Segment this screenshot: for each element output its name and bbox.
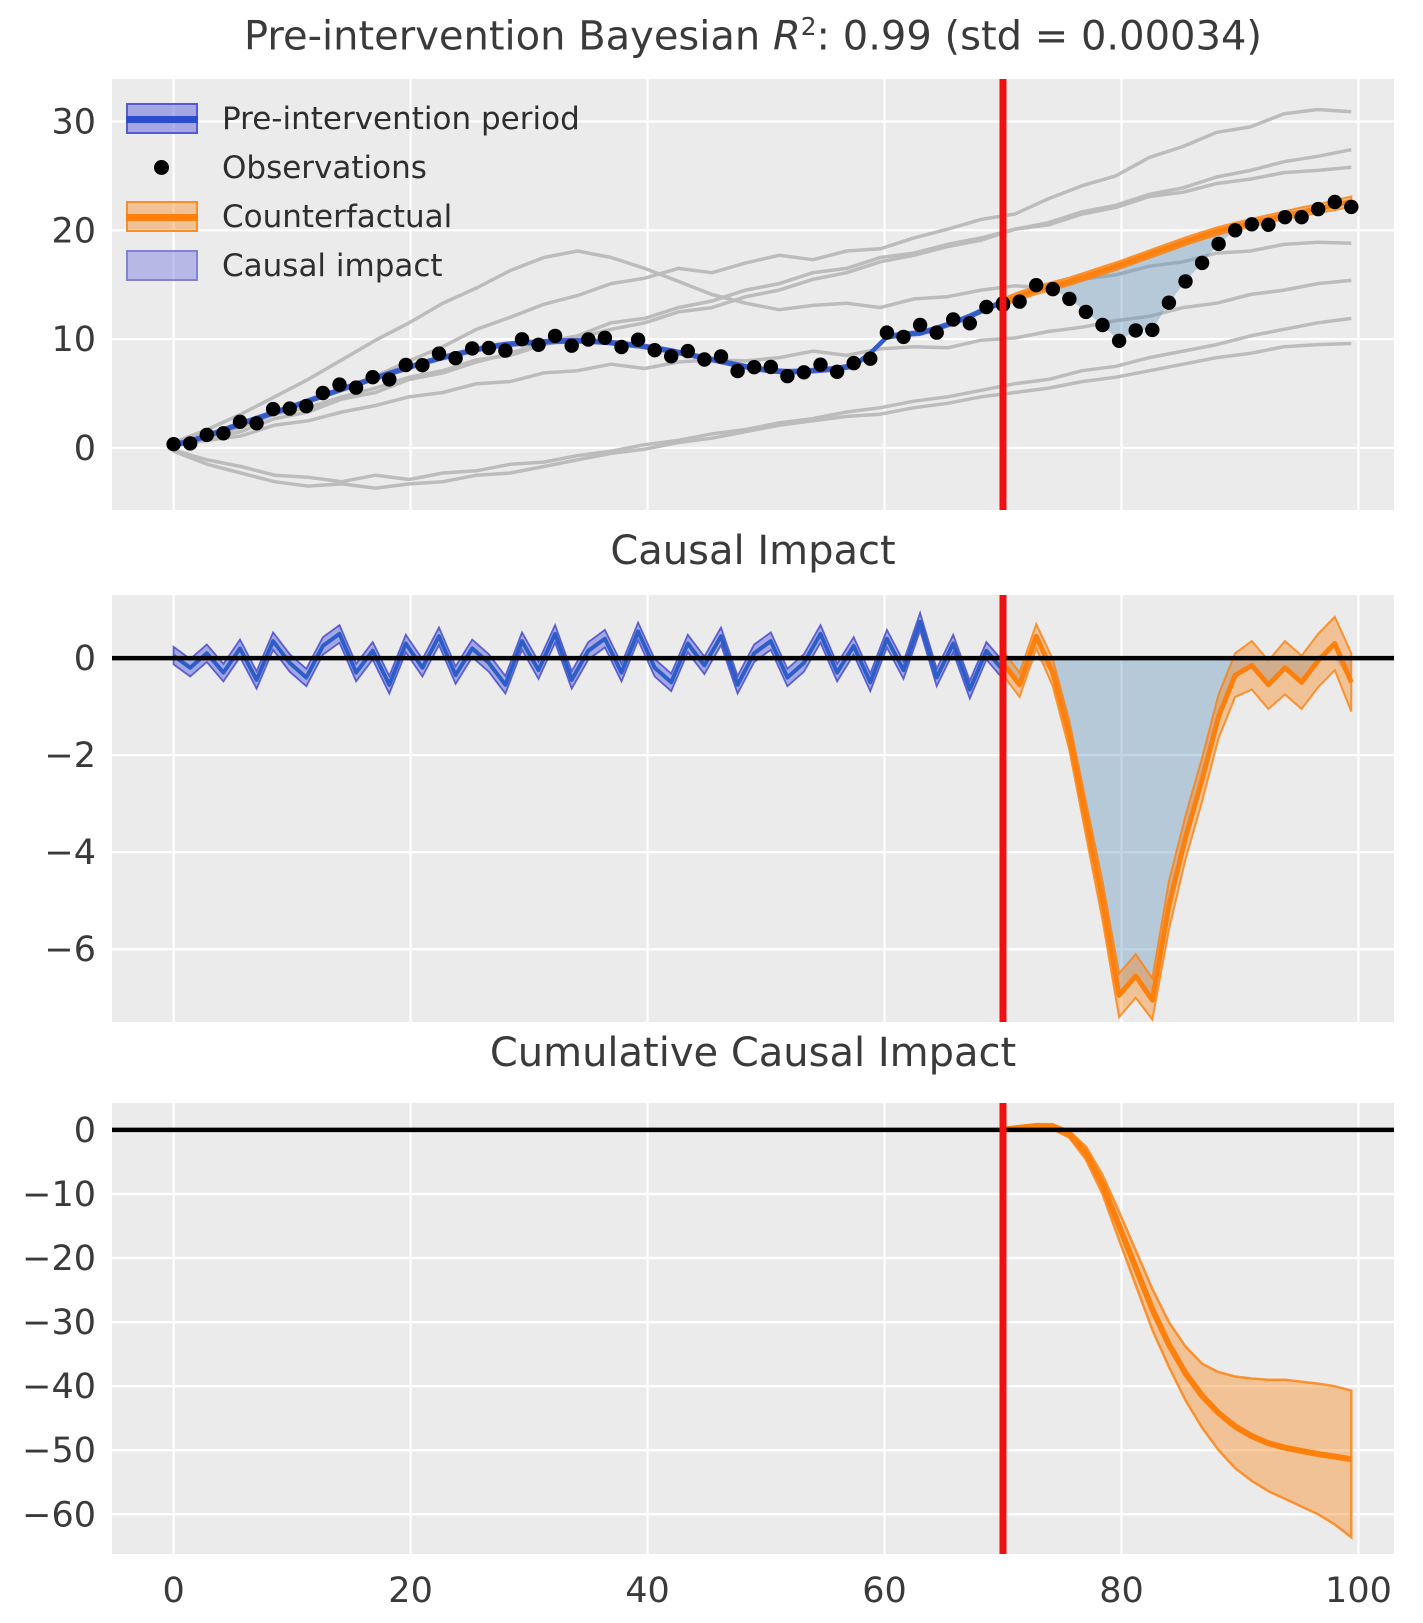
gridlines [112, 79, 1394, 510]
svg-text:10: 10 [51, 320, 96, 360]
y-tick-labels: 0 10 20 30 [51, 102, 96, 469]
observation-dot-swatch-icon [126, 152, 198, 183]
top-title-suffix: : 0.99 (std = 0.00034) [816, 13, 1262, 60]
middle-plot-title: Causal Impact [610, 528, 896, 574]
legend-item-causal-impact: Causal impact [126, 241, 580, 290]
legend-item-pre-intervention: Pre-intervention period [126, 94, 580, 143]
causal-impact-fill [1003, 201, 1352, 341]
causal-impact-patch-swatch-icon [126, 250, 198, 281]
middle-plot: 0 −2 −4 −6 [44, 595, 1394, 1023]
svg-text:−20: −20 [22, 1239, 96, 1279]
top-title-superscript: 2 [800, 12, 817, 41]
post-impact-line [1001, 633, 1354, 1003]
legend-label: Observations [222, 149, 427, 186]
bottom-plot: 0 −10 −20 −30 −40 −50 −60 0 20 40 60 80 100 [22, 1103, 1394, 1611]
svg-text:100: 100 [1325, 1571, 1392, 1611]
svg-text:80: 80 [1099, 1571, 1144, 1611]
top-title-r-variable: R [772, 13, 801, 60]
svg-text:20: 20 [388, 1571, 433, 1611]
legend-item-counterfactual: Counterfactual [126, 192, 580, 241]
svg-text:60: 60 [862, 1571, 907, 1611]
causal-impact-fill [1003, 658, 1352, 1001]
y-tick-labels: 0 −2 −4 −6 [44, 639, 96, 970]
legend-label: Counterfactual [222, 198, 453, 235]
top-plot: 0 10 20 30 [51, 79, 1394, 510]
top-plot-title: Pre-intervention Bayesian R2: 0.99 (std … [112, 12, 1394, 59]
svg-text:30: 30 [51, 102, 96, 142]
control-unit-line [172, 341, 1352, 490]
svg-text:−10: −10 [22, 1175, 96, 1215]
svg-text:−40: −40 [22, 1367, 96, 1407]
svg-text:20: 20 [51, 211, 96, 251]
legend-label: Causal impact [222, 247, 443, 284]
control-unit-line [173, 165, 1352, 447]
counterfactual-band-swatch-icon [126, 201, 198, 232]
svg-text:40: 40 [625, 1571, 670, 1611]
control-unit-line [173, 278, 1352, 448]
control-unit-line [172, 240, 1352, 445]
x-tick-labels: 0 20 40 60 80 100 [162, 1571, 1391, 1611]
svg-text:−50: −50 [22, 1431, 96, 1471]
svg-text:−30: −30 [22, 1303, 96, 1343]
svg-text:0: 0 [162, 1571, 184, 1611]
svg-text:0: 0 [74, 1111, 96, 1151]
y-tick-labels: 0 −10 −20 −30 −40 −50 −60 [22, 1111, 96, 1535]
control-unit-line [173, 147, 1352, 448]
legend-label: Pre-intervention period [222, 100, 580, 137]
control-unit-line [173, 316, 1352, 484]
svg-text:−60: −60 [22, 1495, 96, 1535]
svg-text:−2: −2 [44, 736, 96, 776]
svg-text:0: 0 [74, 429, 96, 469]
legend: Pre-intervention period Observations Cou… [126, 94, 580, 290]
svg-text:−4: −4 [44, 833, 96, 873]
legend-item-observations: Observations [126, 143, 580, 192]
svg-text:0: 0 [74, 639, 96, 679]
svg-text:−6: −6 [44, 930, 96, 970]
counterfactual-line [1002, 198, 1352, 305]
plot-background [112, 1103, 1394, 1554]
pre-impact-line [172, 619, 1005, 692]
cumulative-band [1001, 1122, 1353, 1540]
top-title-prefix: Pre-intervention Bayesian [244, 13, 773, 60]
pre-intervention-band-swatch-icon [126, 103, 198, 134]
bottom-plot-title: Cumulative Causal Impact [489, 1030, 1017, 1076]
